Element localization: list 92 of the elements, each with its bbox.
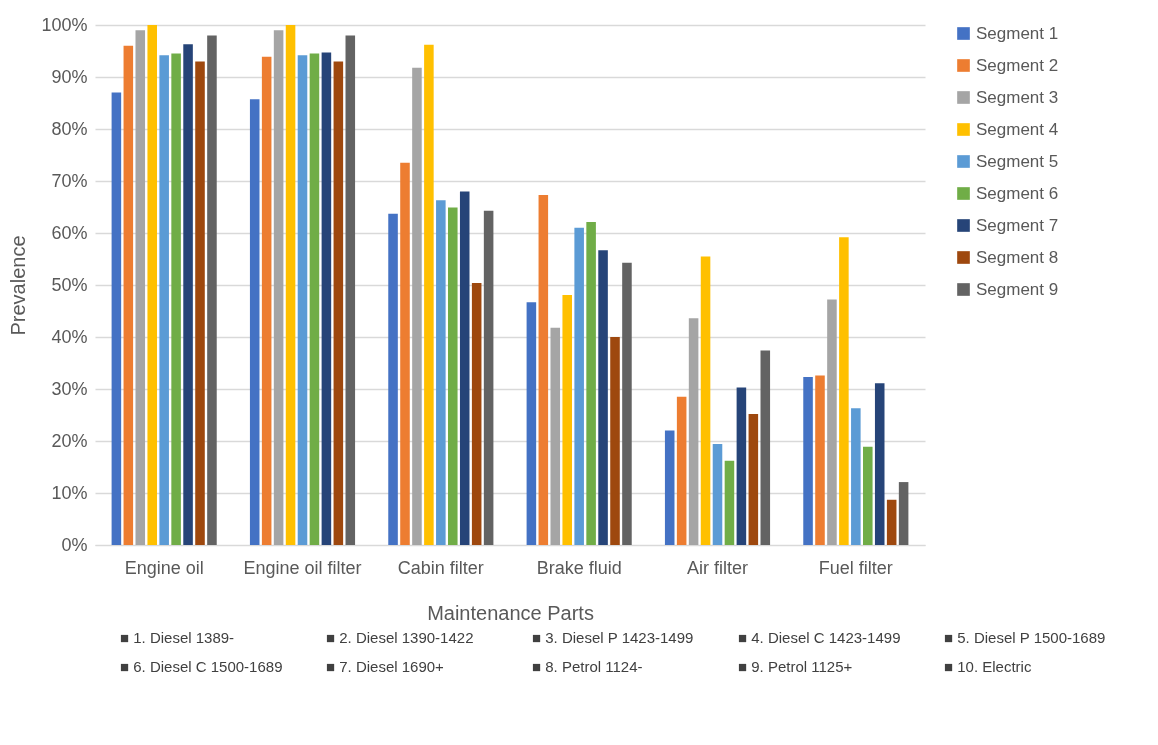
bar: [610, 337, 620, 545]
x-tick-label: Fuel filter: [818, 557, 893, 578]
bar: [724, 460, 735, 545]
bar: [688, 318, 699, 545]
y-tick-label: 50%: [51, 274, 88, 295]
bar: [321, 52, 332, 545]
x-tick-label: Brake fluid: [536, 557, 622, 578]
bar: [574, 227, 584, 545]
bar: [448, 207, 458, 545]
bar: [147, 25, 157, 545]
bar: [874, 383, 885, 545]
x-tick-label: Engine oil: [124, 557, 204, 578]
text: ■ 10. Electric: [944, 658, 1033, 675]
legend-label: Segment 6: [976, 183, 1059, 203]
bar: [159, 55, 169, 545]
bar: [803, 377, 813, 545]
bar: [400, 162, 410, 545]
bar: [538, 195, 549, 545]
bar: [459, 191, 470, 545]
y-tick-label: 80%: [51, 118, 88, 139]
text: ■ 8. Petrol 1124-: [532, 658, 644, 675]
bar: [333, 61, 344, 545]
legend-label: Segment 8: [976, 247, 1059, 267]
y-tick-label: 40%: [51, 326, 88, 347]
bar: [171, 53, 181, 545]
bar: [436, 200, 446, 545]
bar: [760, 350, 771, 545]
bar: [309, 53, 320, 545]
bar: [195, 61, 205, 545]
bar: [815, 375, 825, 545]
x-tick-label: Engine oil filter: [243, 557, 362, 578]
bar: [135, 30, 146, 545]
bar: [483, 210, 494, 545]
text: ■ 1. Diesel 1389-: [120, 629, 236, 646]
bar: [851, 408, 861, 545]
legend-label: Segment 5: [976, 151, 1059, 171]
bar: [273, 30, 284, 545]
text: ■ 9. Petrol 1125+: [738, 658, 854, 675]
y-tick-label: 20%: [51, 430, 88, 451]
bar: [297, 55, 308, 545]
y-axis-title: Prevalence: [7, 235, 30, 336]
x-axis-title: Maintenance Parts: [427, 601, 594, 624]
bar: [412, 67, 422, 545]
text: ■ 4. Diesel C 1423-1499: [738, 629, 902, 646]
bar: [388, 213, 398, 545]
bar: [622, 262, 632, 545]
text: ■ 5. Diesel P 1500-1689: [944, 629, 1107, 646]
bar: [183, 44, 193, 545]
legend-label: Segment 3: [976, 87, 1059, 107]
y-tick-label: 0%: [61, 534, 88, 555]
y-tick-label: 30%: [51, 378, 88, 399]
bar: [748, 413, 759, 545]
y-tick-label: 70%: [51, 170, 88, 191]
bar: [550, 327, 561, 545]
y-tick-label: 60%: [51, 222, 88, 243]
bar: [207, 35, 217, 545]
text: ■ 2. Diesel 1390-1422: [326, 629, 475, 646]
legend-label: Segment 4: [976, 119, 1059, 139]
bar: [664, 430, 675, 545]
text: ■ 6. Diesel C 1500-1689: [120, 658, 284, 675]
bar: [526, 302, 537, 545]
legend-label: Segment 2: [976, 55, 1059, 75]
x-tick-label: Cabin filter: [397, 557, 484, 578]
bar: [111, 92, 122, 545]
legend-label: Segment 9: [976, 279, 1059, 299]
legend-label: Segment 7: [976, 215, 1059, 235]
bar: [863, 446, 873, 545]
bar: [700, 256, 711, 545]
bar: [249, 99, 260, 545]
y-tick-label: 90%: [51, 66, 88, 87]
bar: [712, 444, 723, 545]
bar: [839, 237, 849, 545]
legend-label: Segment 1: [976, 23, 1059, 43]
bar: [676, 396, 687, 545]
bar: [562, 294, 572, 545]
y-tick-label: 100%: [41, 14, 88, 35]
y-tick-label: 10%: [51, 482, 88, 503]
bar: [345, 35, 356, 545]
bar: [886, 499, 897, 545]
bar: [261, 56, 272, 545]
bar: [827, 299, 837, 545]
bar: [285, 25, 296, 545]
text: ■ 7. Diesel 1690+: [326, 658, 445, 675]
bar: [586, 222, 596, 545]
text: ■ 3. Diesel P 1423-1499: [532, 629, 695, 646]
bar: [424, 44, 434, 545]
bar: [598, 250, 608, 545]
bar: [898, 482, 909, 545]
x-tick-label: Air filter: [686, 557, 749, 578]
bar: [736, 387, 747, 545]
bar: [123, 45, 134, 545]
bar: [471, 282, 482, 545]
